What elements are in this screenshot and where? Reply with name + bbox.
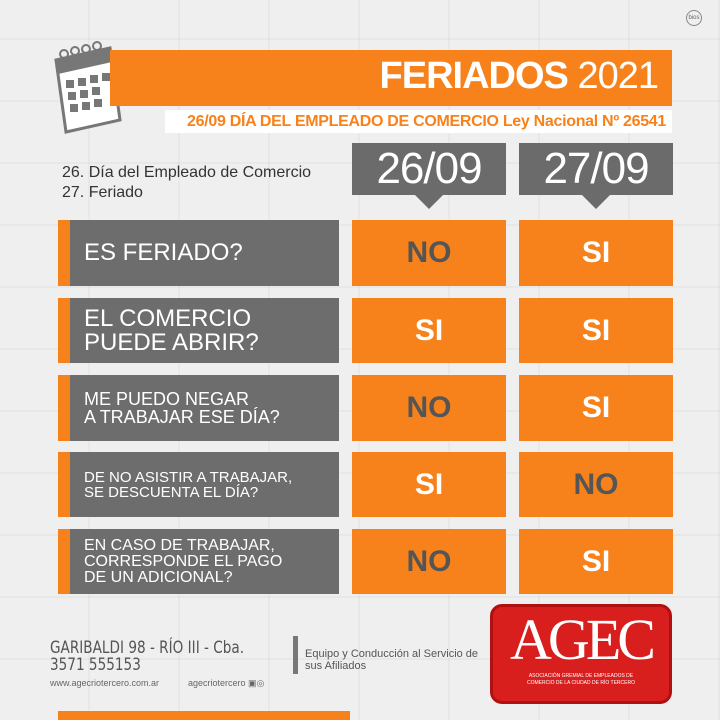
- social-handle[interactable]: agecriotercero ▣◎: [188, 678, 264, 689]
- answer-cell: SI: [352, 298, 506, 363]
- note-26: 26. Día del Empleado de Comercio: [62, 164, 312, 181]
- logo-caption: ASOCIACIÓN GREMIAL DE EMPLEADOS DE COMER…: [527, 673, 635, 686]
- page-title: FERIADOS 2021: [379, 55, 659, 98]
- question-row-4: EN CASO DE TRABAJAR, CORRESPONDE EL PAGO…: [58, 529, 339, 594]
- answer-cell: SI: [519, 220, 673, 286]
- column-header-26-09: 26/09: [352, 143, 506, 209]
- answer-cell: SI: [519, 529, 673, 594]
- answer-cell: NO: [352, 220, 506, 286]
- contact-info: GARIBALDI 98 - RÍO III - Cba. 3571 555153: [50, 640, 244, 674]
- agec-logo: AGEC ASOCIACIÓN GREMIAL DE EMPLEADOS DE C…: [490, 604, 672, 704]
- answer-cell: NO: [519, 452, 673, 517]
- website-link[interactable]: www.agecriotercero.com.ar: [50, 678, 160, 688]
- bottom-bar: [58, 711, 350, 720]
- question-text: EL COMERCIO PUEDE ABRIR?: [84, 304, 259, 356]
- calendar-icon: [54, 41, 122, 134]
- answer-cell: SI: [352, 452, 506, 517]
- question-text: EN CASO DE TRABAJAR, CORRESPONDE EL PAGO…: [84, 536, 283, 586]
- phone: 3571 555153: [50, 655, 141, 675]
- logo-text: AGEC: [510, 607, 656, 672]
- answer-cell: NO: [352, 375, 506, 441]
- title-banner: [110, 50, 672, 106]
- notes: 26. Día del Empleado de Comercio 27. Fer…: [62, 163, 311, 203]
- social-text: agecriotercero: [188, 678, 246, 688]
- motto: Equipo y Conducción al Servicio de sus A…: [305, 648, 479, 672]
- question-row-0: ES FERIADO?: [58, 220, 339, 286]
- note-27: 27. Feriado: [62, 184, 143, 201]
- divider: [293, 636, 298, 674]
- answer-cell: SI: [519, 375, 673, 441]
- column-header-27-09: 27/09: [519, 143, 673, 209]
- title-text: FERIADOS: [379, 55, 569, 97]
- question-text: ES FERIADO?: [84, 239, 243, 266]
- facebook-instagram-icon: ▣◎: [248, 678, 265, 688]
- question-row-1: EL COMERCIO PUEDE ABRIR?: [58, 298, 339, 363]
- question-row-3: DE NO ASISTIR A TRABAJAR, SE DESCUENTA E…: [58, 452, 339, 517]
- answer-cell: SI: [519, 298, 673, 363]
- question-text: ME PUEDO NEGAR A TRABAJAR ESE DÍA?: [84, 389, 280, 427]
- title-year: 2021: [577, 55, 659, 97]
- question-text: DE NO ASISTIR A TRABAJAR, SE DESCUENTA E…: [84, 468, 293, 501]
- subtitle: 26/09 DÍA DEL EMPLEADO DE COMERCIO Ley N…: [165, 110, 672, 133]
- bios-badge: bios: [686, 10, 702, 26]
- question-row-2: ME PUEDO NEGAR A TRABAJAR ESE DÍA?: [58, 375, 339, 441]
- address: GARIBALDI 98 - RÍO III - Cba.: [50, 638, 245, 658]
- answer-cell: NO: [352, 529, 506, 594]
